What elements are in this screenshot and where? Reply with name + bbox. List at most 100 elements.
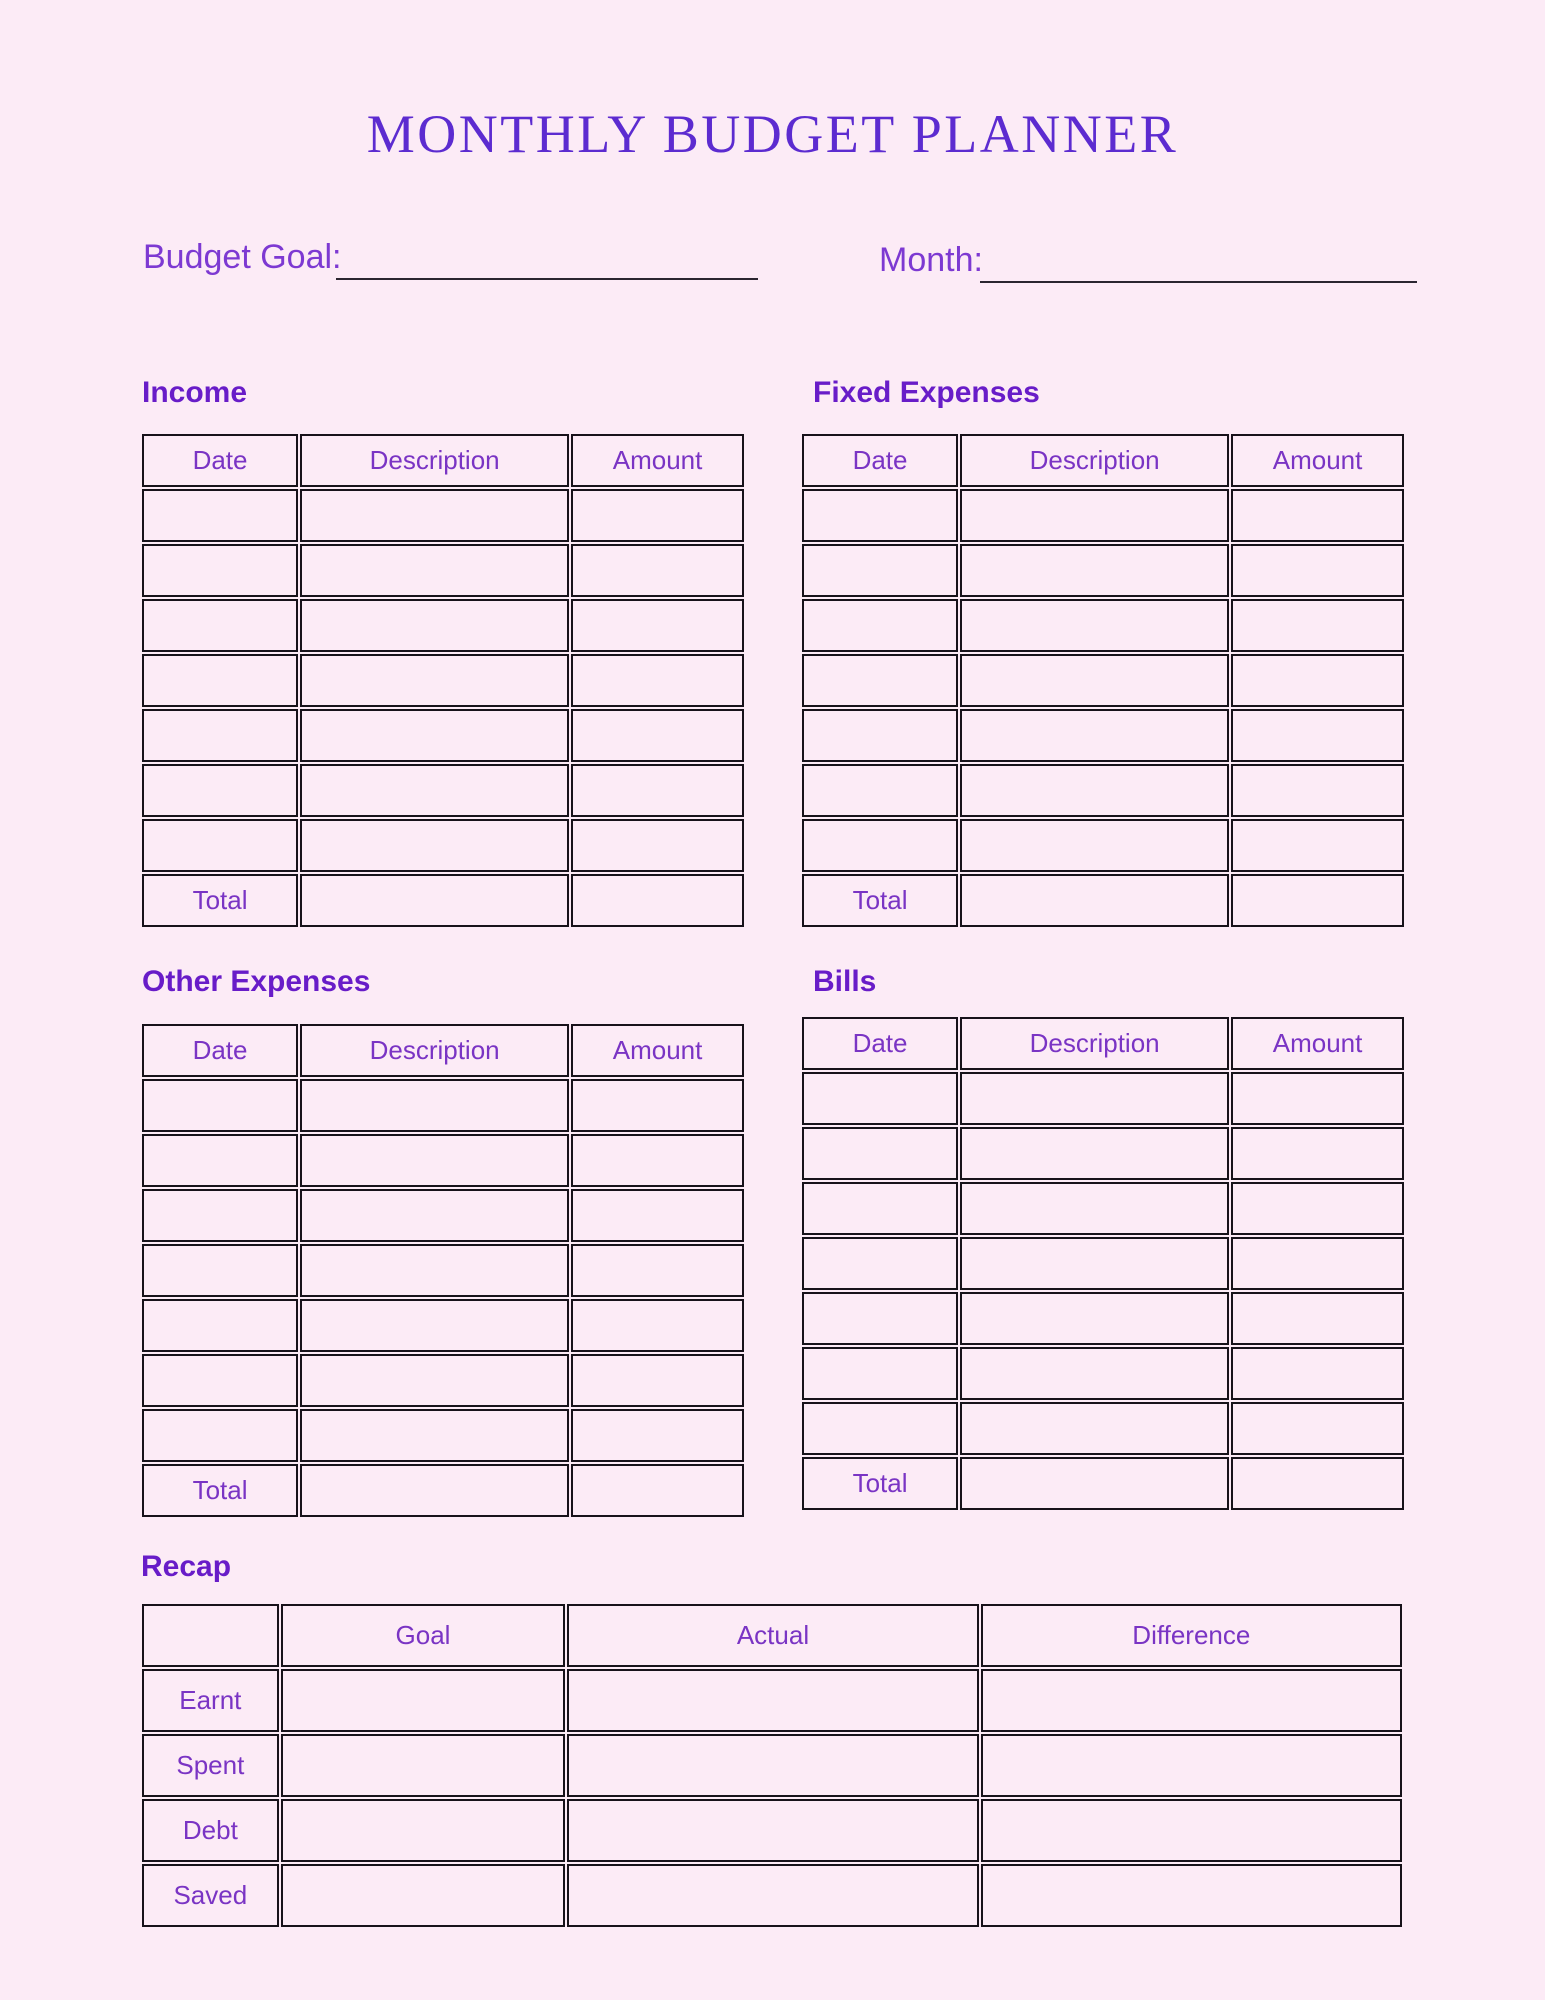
entry-cell[interactable] xyxy=(142,544,299,597)
entry-cell[interactable] xyxy=(300,1409,570,1462)
entry-cell[interactable] xyxy=(142,489,299,542)
entry-cell[interactable] xyxy=(802,1237,959,1290)
entry-cell[interactable] xyxy=(802,1402,959,1455)
entry-cell[interactable] xyxy=(802,489,959,542)
entry-cell[interactable] xyxy=(1231,1402,1404,1455)
entry-cell[interactable] xyxy=(280,1799,566,1862)
entry-cell[interactable] xyxy=(571,1464,744,1517)
entry-cell[interactable] xyxy=(960,599,1230,652)
entry-cell[interactable] xyxy=(280,1669,566,1732)
entry-cell[interactable] xyxy=(802,819,959,872)
entry-cell[interactable] xyxy=(142,1134,299,1187)
entry-cell[interactable] xyxy=(300,1299,570,1352)
entry-cell[interactable] xyxy=(960,874,1230,927)
entry-cell[interactable] xyxy=(802,654,959,707)
entry-cell[interactable] xyxy=(142,1244,299,1297)
entry-cell[interactable] xyxy=(567,1734,979,1797)
entry-cell[interactable] xyxy=(1231,489,1404,542)
entry-cell[interactable] xyxy=(571,1189,744,1242)
entry-cell[interactable] xyxy=(1231,709,1404,762)
entry-cell[interactable] xyxy=(1231,1182,1404,1235)
entry-cell[interactable] xyxy=(300,1354,570,1407)
entry-cell[interactable] xyxy=(571,819,744,872)
entry-cell[interactable] xyxy=(980,1864,1402,1927)
entry-cell[interactable] xyxy=(960,764,1230,817)
entry-cell[interactable] xyxy=(567,1864,979,1927)
entry-cell[interactable] xyxy=(571,599,744,652)
entry-cell[interactable] xyxy=(980,1734,1402,1797)
entry-cell[interactable] xyxy=(300,1079,570,1132)
entry-cell[interactable] xyxy=(280,1734,566,1797)
entry-cell[interactable] xyxy=(142,1079,299,1132)
entry-cell[interactable] xyxy=(142,764,299,817)
entry-cell[interactable] xyxy=(300,599,570,652)
entry-cell[interactable] xyxy=(960,1457,1230,1510)
entry-cell[interactable] xyxy=(571,1354,744,1407)
entry-cell[interactable] xyxy=(571,764,744,817)
entry-cell[interactable] xyxy=(1231,1127,1404,1180)
entry-cell[interactable] xyxy=(802,544,959,597)
entry-cell[interactable] xyxy=(300,709,570,762)
entry-cell[interactable] xyxy=(142,599,299,652)
entry-cell[interactable] xyxy=(280,1864,566,1927)
entry-cell[interactable] xyxy=(960,1072,1230,1125)
entry-cell[interactable] xyxy=(960,544,1230,597)
entry-cell[interactable] xyxy=(567,1799,979,1862)
entry-cell[interactable] xyxy=(960,819,1230,872)
entry-cell[interactable] xyxy=(571,654,744,707)
entry-cell[interactable] xyxy=(300,1134,570,1187)
entry-cell[interactable] xyxy=(980,1799,1402,1862)
entry-cell[interactable] xyxy=(1231,764,1404,817)
entry-cell[interactable] xyxy=(960,1292,1230,1345)
entry-cell[interactable] xyxy=(142,709,299,762)
entry-cell[interactable] xyxy=(300,819,570,872)
entry-cell[interactable] xyxy=(142,1354,299,1407)
entry-cell[interactable] xyxy=(571,544,744,597)
entry-cell[interactable] xyxy=(960,1237,1230,1290)
entry-cell[interactable] xyxy=(960,709,1230,762)
entry-cell[interactable] xyxy=(960,489,1230,542)
entry-cell[interactable] xyxy=(300,1244,570,1297)
entry-cell[interactable] xyxy=(571,1079,744,1132)
entry-cell[interactable] xyxy=(1231,1292,1404,1345)
entry-cell[interactable] xyxy=(802,1347,959,1400)
entry-cell[interactable] xyxy=(802,1072,959,1125)
entry-cell[interactable] xyxy=(300,654,570,707)
entry-cell[interactable] xyxy=(142,819,299,872)
entry-cell[interactable] xyxy=(1231,1072,1404,1125)
entry-cell[interactable] xyxy=(1231,1457,1404,1510)
entry-cell[interactable] xyxy=(567,1669,979,1732)
entry-cell[interactable] xyxy=(142,1409,299,1462)
entry-cell[interactable] xyxy=(802,709,959,762)
entry-cell[interactable] xyxy=(300,764,570,817)
entry-cell[interactable] xyxy=(142,1299,299,1352)
entry-cell[interactable] xyxy=(960,1402,1230,1455)
entry-cell[interactable] xyxy=(142,654,299,707)
month-input-line[interactable] xyxy=(980,281,1417,283)
entry-cell[interactable] xyxy=(960,654,1230,707)
entry-cell[interactable] xyxy=(980,1669,1402,1732)
entry-cell[interactable] xyxy=(1231,654,1404,707)
entry-cell[interactable] xyxy=(571,1134,744,1187)
entry-cell[interactable] xyxy=(571,1244,744,1297)
entry-cell[interactable] xyxy=(571,709,744,762)
entry-cell[interactable] xyxy=(802,764,959,817)
entry-cell[interactable] xyxy=(1231,1347,1404,1400)
entry-cell[interactable] xyxy=(300,1464,570,1517)
entry-cell[interactable] xyxy=(1231,544,1404,597)
entry-cell[interactable] xyxy=(571,874,744,927)
entry-cell[interactable] xyxy=(300,874,570,927)
budget-goal-input-line[interactable] xyxy=(336,278,758,280)
entry-cell[interactable] xyxy=(802,1292,959,1345)
entry-cell[interactable] xyxy=(300,1189,570,1242)
entry-cell[interactable] xyxy=(300,489,570,542)
entry-cell[interactable] xyxy=(571,1409,744,1462)
entry-cell[interactable] xyxy=(802,1182,959,1235)
entry-cell[interactable] xyxy=(300,544,570,597)
entry-cell[interactable] xyxy=(571,489,744,542)
entry-cell[interactable] xyxy=(571,1299,744,1352)
entry-cell[interactable] xyxy=(960,1127,1230,1180)
entry-cell[interactable] xyxy=(1231,819,1404,872)
entry-cell[interactable] xyxy=(802,1127,959,1180)
entry-cell[interactable] xyxy=(960,1347,1230,1400)
